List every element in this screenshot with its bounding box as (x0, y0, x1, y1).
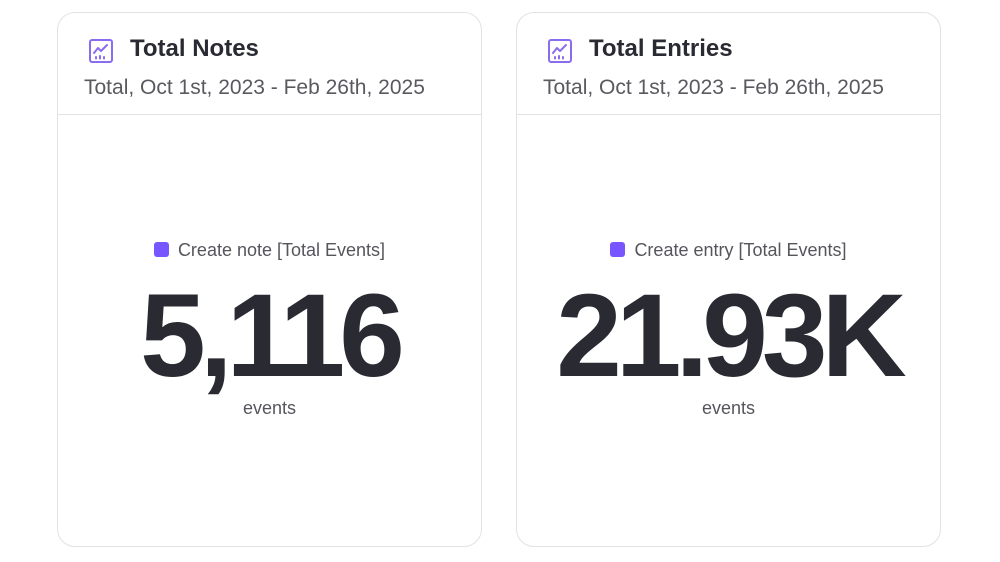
legend-label: Create entry [Total Events] (634, 240, 847, 260)
metric-unit: events (701, 398, 756, 418)
card-body: Create note [Total Events] 5,116 events (58, 115, 481, 545)
legend: Create entry [Total Events] (517, 240, 940, 261)
legend-swatch (610, 242, 626, 257)
metric-value: 21.93K (556, 270, 907, 402)
legend: Create note [Total Events] (58, 240, 481, 261)
card-date-range: Total, Oct 1st, 2023 - Feb 26th, 2025 (543, 76, 884, 99)
card-title[interactable]: Total Notes (130, 35, 259, 62)
line-chart-icon (547, 38, 573, 64)
report-card-total-notes[interactable]: Total Notes Total, Oct 1st, 2023 - Feb 2… (57, 12, 482, 547)
card-date-range: Total, Oct 1st, 2023 - Feb 26th, 2025 (84, 76, 425, 99)
legend-swatch (153, 242, 169, 257)
metric-value: 5,116 (140, 270, 405, 402)
card-header: Total Entries Total, Oct 1st, 2023 - Feb… (517, 13, 940, 115)
card-header: Total Notes Total, Oct 1st, 2023 - Feb 2… (58, 13, 481, 115)
card-title[interactable]: Total Entries (589, 35, 733, 62)
report-card-total-entries[interactable]: Total Entries Total, Oct 1st, 2023 - Feb… (516, 12, 941, 547)
line-chart-icon (88, 38, 114, 64)
metric-unit: events (242, 398, 297, 418)
card-body: Create entry [Total Events] 21.93K event… (517, 115, 940, 545)
legend-label: Create note [Total Events] (177, 240, 386, 260)
